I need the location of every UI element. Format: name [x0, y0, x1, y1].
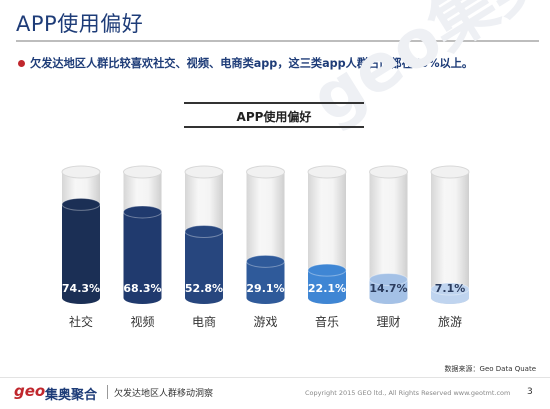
footer-divider	[0, 377, 550, 378]
category-label: 旅游	[438, 315, 462, 329]
title-underline	[16, 40, 539, 42]
bar-top	[61, 197, 101, 211]
cylinder-top	[184, 165, 224, 179]
value-label: 22.1%	[308, 282, 346, 295]
category-label: 音乐	[315, 314, 339, 329]
bullet-dot-icon	[18, 59, 25, 67]
bar-top	[430, 282, 470, 296]
category-label: 游戏	[253, 315, 277, 329]
page-number: 3	[527, 387, 533, 397]
bar-top	[307, 263, 347, 277]
bar-top	[123, 205, 162, 219]
value-label: 68.3%	[123, 282, 161, 295]
cylinder-top	[123, 165, 162, 179]
chart-title: APP使用偏好	[236, 110, 312, 124]
category-label: 电商	[192, 314, 216, 329]
value-label: 29.1%	[246, 282, 284, 295]
chart-title-bottom-rule	[184, 126, 364, 128]
brand-logo: geo	[14, 382, 46, 400]
subtitle: 欠发达地区人群比较喜欢社交、视频、电商类app，这三类app人群占比都在50%以…	[18, 55, 473, 71]
bar	[123, 211, 162, 298]
cylinder-top	[430, 165, 470, 179]
category-label: 社交	[69, 314, 93, 329]
cylinder-body	[431, 172, 469, 298]
bar-top	[369, 272, 408, 286]
category-label: 视频	[130, 314, 154, 329]
data-source: 数据来源：Geo Data Quate	[444, 365, 536, 373]
bar	[62, 204, 100, 298]
category-label: 理财	[376, 315, 400, 329]
bar-top	[246, 254, 285, 268]
value-label: 7.1%	[435, 282, 466, 295]
copyright: Copyright 2015 GEO ltd., All Rights Rese…	[305, 389, 511, 397]
chart-title-top-rule	[184, 102, 364, 104]
bars-layer: 74.3% 社交 68.3% 视频 52.8% 电商 29.1% 游戏 22.1% 音乐 14.7%…	[61, 165, 470, 329]
value-label: 74.3%	[62, 282, 100, 295]
footer-separator	[107, 385, 108, 399]
report-name: 欠发达地区人群移动洞察	[114, 389, 214, 399]
cylinder-top	[246, 165, 285, 179]
value-label: 52.8%	[185, 282, 223, 295]
cylinder-top	[307, 165, 347, 179]
subtitle-text: 欠发达地区人群比较喜欢社交、视频、电商类app，这三类app人群占比都在50%以…	[30, 57, 474, 70]
bar	[246, 261, 285, 298]
cylinder-top	[369, 165, 408, 179]
bar	[185, 231, 223, 298]
brand-logo-cn: 集奥聚合	[45, 388, 98, 403]
value-label: 14.7%	[369, 282, 407, 295]
cylinder-top	[61, 165, 101, 179]
page-title: APP使用偏好	[16, 12, 144, 36]
bar-top	[184, 224, 224, 238]
